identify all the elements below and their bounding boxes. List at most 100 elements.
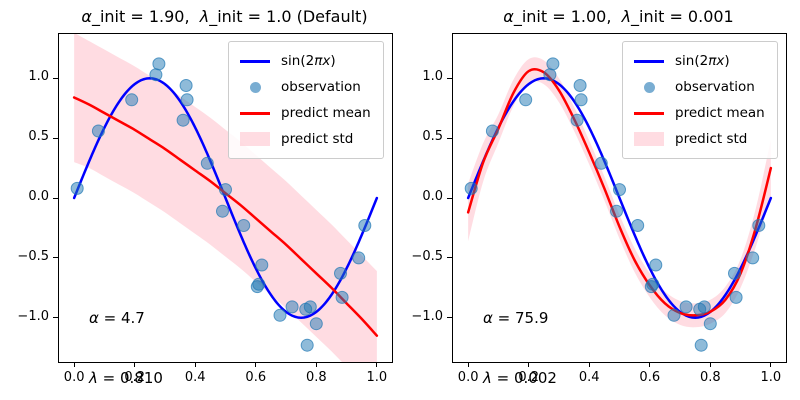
x-tick-mark — [588, 362, 590, 367]
y-tick-mark — [53, 77, 58, 79]
y-tick-label: −1.0 — [17, 308, 49, 324]
observation-point — [352, 251, 366, 265]
observation-point — [519, 93, 533, 107]
observation-point — [546, 57, 560, 71]
legend-item-predict-mean: predict mean — [231, 100, 381, 126]
observation-point — [285, 300, 299, 314]
observation-point — [574, 93, 588, 107]
legend-label-predict-std: predict std — [281, 131, 354, 147]
observation-point — [697, 300, 711, 314]
legend-label-sin: sin(2πx) — [281, 53, 336, 69]
observation-point — [152, 57, 166, 71]
observation-point — [464, 181, 478, 195]
x-tick-mark — [467, 362, 469, 367]
y-tick-label: 0.0 — [422, 189, 443, 204]
x-tick-mark — [134, 362, 136, 367]
sin-line-swatch — [634, 59, 664, 63]
y-tick-label: 0.5 — [422, 129, 443, 145]
observation-point — [631, 219, 645, 232]
x-tick-mark — [73, 362, 75, 367]
observation-point — [252, 277, 266, 291]
observation-point — [746, 251, 760, 265]
y-tick-mark — [447, 137, 452, 139]
observation-point — [485, 124, 499, 138]
y-tick-mark — [447, 77, 452, 79]
observation-point — [91, 124, 105, 138]
x-tick-mark — [376, 362, 378, 367]
observation-dot-swatch — [643, 81, 655, 93]
observation-point — [649, 258, 663, 272]
x-tick-label: 0.0 — [63, 370, 85, 385]
legend-label-observation: observation — [281, 79, 361, 95]
x-tick-mark — [315, 362, 317, 367]
y-tick-mark — [53, 317, 58, 319]
legend-label-predict-mean: predict mean — [675, 105, 765, 121]
observation-point — [594, 156, 608, 170]
x-tick-label: 0.0 — [457, 370, 479, 385]
x-tick-mark — [649, 362, 651, 367]
subplot-right: α_init = 1.00, λ_init = 0.001 sin(2πx) o… — [400, 0, 800, 400]
x-tick-mark — [255, 362, 257, 367]
y-tick-label: −1.0 — [411, 308, 443, 324]
alpha-value: α = 75.9 — [483, 309, 549, 327]
y-tick-label: 1.0 — [28, 69, 49, 85]
predict-std-patch-swatch — [240, 132, 270, 146]
stats-annotation-right: α = 75.9 λ = 0.002 L = −0.8 — [483, 268, 557, 400]
observation-point — [694, 338, 708, 352]
axes-title-right: α_init = 1.00, λ_init = 0.001 — [503, 7, 734, 26]
observation-point — [573, 79, 587, 92]
title-lambda-symbol: λ — [621, 7, 632, 26]
observation-point — [300, 338, 314, 352]
y-tick-mark — [53, 197, 58, 199]
sin-curve — [72, 77, 379, 319]
x-tick-mark — [194, 362, 196, 367]
observation-point — [543, 68, 557, 82]
sin-curve — [466, 77, 773, 319]
legend-item-predict-std: predict std — [625, 126, 775, 152]
legend-label-predict-std: predict std — [675, 131, 748, 147]
legend-label-sin: sin(2πx) — [675, 53, 730, 69]
sin-line-swatch — [240, 59, 270, 63]
observation-point — [613, 183, 626, 197]
chart-canvas-left — [70, 34, 379, 362]
observation-point — [176, 113, 190, 127]
lambda-value: λ = 0.810 — [89, 369, 163, 387]
observation-point — [219, 183, 232, 197]
observation-point — [303, 300, 317, 314]
observation-point — [646, 277, 660, 291]
plot-area-left: sin(2πx) observation predict mean predic… — [17, 33, 393, 387]
stats-annotation-left: α = 4.7 λ = 0.810 L = −20.8 — [89, 268, 165, 400]
title-alpha-symbol: α — [81, 7, 92, 26]
subplot-left: α_init = 1.90, λ_init = 1.0 (Default) si… — [17, 7, 393, 387]
observation-point — [70, 181, 84, 195]
x-tick-label: 0.2 — [124, 370, 146, 385]
legend-left: sin(2πx) observation predict mean predic… — [228, 41, 384, 159]
x-tick-label: 0.4 — [184, 370, 206, 385]
x-tick-mark — [709, 362, 711, 367]
observation-point — [667, 308, 681, 322]
x-tick-label: 0.6 — [245, 370, 267, 385]
observation-point — [729, 290, 743, 304]
x-tick-mark — [528, 362, 530, 367]
observation-point — [179, 79, 193, 92]
observation-point — [149, 68, 163, 82]
observation-point — [334, 266, 347, 280]
y-tick-mark — [447, 257, 452, 259]
title-lambda-symbol: λ — [199, 7, 210, 26]
observation-point — [273, 308, 287, 322]
observation-point — [200, 156, 214, 170]
legend-right: sin(2πx) observation predict mean predic… — [622, 41, 778, 159]
predict-mean-line-swatch — [240, 111, 270, 115]
y-tick-mark — [447, 317, 452, 319]
x-tick-label: 0.6 — [639, 370, 661, 385]
observation-point — [570, 113, 584, 127]
observation-point — [679, 300, 693, 314]
chart-canvas-right — [464, 57, 773, 352]
x-tick-label: 0.8 — [305, 370, 327, 385]
observation-point — [125, 93, 139, 107]
alpha-value: α = 4.7 — [89, 309, 145, 327]
lambda-value: λ = 0.002 — [483, 369, 557, 387]
observation-point — [309, 317, 323, 331]
legend-item-observation: observation — [231, 74, 381, 100]
